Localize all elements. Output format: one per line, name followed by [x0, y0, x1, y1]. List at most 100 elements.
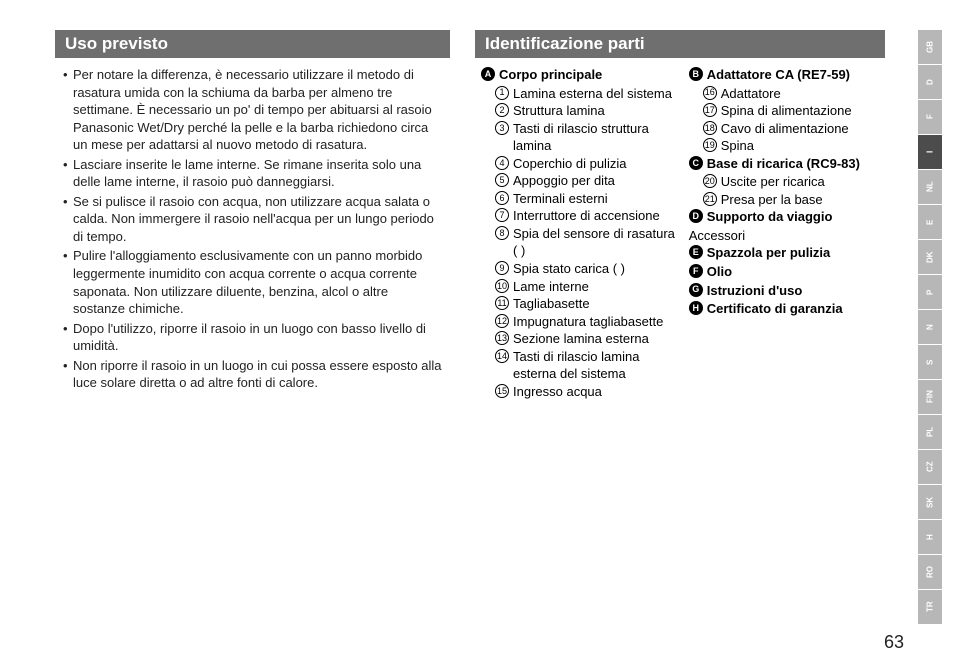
part-group: H Certificato di garanzia — [689, 300, 879, 318]
part-title: Supporto da viaggio — [707, 208, 833, 226]
part-item-text: Cavo di alimentazione — [721, 120, 879, 138]
part-group: CBase di ricarica (RC9-83) — [689, 155, 879, 173]
part-item: 17Spina di alimentazione — [689, 102, 879, 120]
letter-badge: H — [689, 301, 703, 315]
part-item-text: Adattatore — [721, 85, 879, 103]
part-item: 18Cavo di alimentazione — [689, 120, 879, 138]
bullet-item: •Dopo l'utilizzo, riporre il rasoio in u… — [63, 320, 442, 355]
num-badge: 7 — [495, 208, 509, 222]
lang-tab-ro[interactable]: RO — [918, 555, 942, 589]
bullet-item: •Lasciare inserite le lame interne. Se r… — [63, 156, 442, 191]
lang-tab-e[interactable]: E — [918, 205, 942, 239]
part-item: 11 Tagliabasette — [481, 295, 681, 313]
accessori-label: Accessori — [689, 227, 879, 245]
uso-previsto-header: Uso previsto — [55, 30, 450, 58]
lang-tab-f[interactable]: F — [918, 100, 942, 134]
lang-tab-d[interactable]: D — [918, 65, 942, 99]
part-title: Istruzioni d'uso — [707, 282, 803, 300]
part-title: Adattatore CA (RE7-59) — [707, 66, 850, 84]
num-badge: 3 — [495, 121, 509, 135]
lang-tab-h[interactable]: H — [918, 520, 942, 554]
part-item-text: Impugnatura tagliabasette — [513, 313, 681, 331]
num-badge: 14 — [495, 349, 509, 363]
part-item-text: Spina — [721, 137, 879, 155]
lang-tab-s[interactable]: S — [918, 345, 942, 379]
letter-badge: C — [689, 156, 703, 170]
part-item-text: Tagliabasette — [513, 295, 681, 313]
part-group: BAdattatore CA (RE7-59) — [689, 66, 879, 84]
parts-columns: ACorpo principale1Lamina esterna del sis… — [475, 66, 885, 400]
part-item-text: Terminali esterni — [513, 190, 681, 208]
part-item-text: Sezione lamina esterna — [513, 330, 681, 348]
letter-badge: F — [689, 264, 703, 278]
letter-badge: G — [689, 283, 703, 297]
bullet-text: Pulire l'alloggiamento esclusivamente co… — [73, 247, 442, 317]
lang-tab-fin[interactable]: FIN — [918, 380, 942, 414]
part-title: Olio — [707, 263, 732, 281]
identificazione-header: Identificazione parti — [475, 30, 885, 58]
part-item: 19Spina — [689, 137, 879, 155]
part-item: 21Presa per la base — [689, 191, 879, 209]
bullet-dot: • — [63, 357, 73, 392]
bullet-list: •Per notare la differenza, è necessario … — [55, 66, 450, 392]
part-item-text: Lame interne — [513, 278, 681, 296]
part-item-text: Spia del sensore di rasatura ( ) — [513, 225, 681, 260]
part-item: 7 Interruttore di accensione — [481, 207, 681, 225]
num-badge: 16 — [703, 86, 717, 100]
part-item: 13 Sezione lamina esterna — [481, 330, 681, 348]
part-item: 12Impugnatura tagliabasette — [481, 313, 681, 331]
lang-tab-gb[interactable]: GB — [918, 30, 942, 64]
num-badge: 8 — [495, 226, 509, 240]
lang-tab-sk[interactable]: SK — [918, 485, 942, 519]
num-badge: 13 — [495, 331, 509, 345]
bullet-item: •Pulire l'alloggiamento esclusivamente c… — [63, 247, 442, 317]
part-item-text: Coperchio di pulizia — [513, 155, 681, 173]
part-item: 15Ingresso acqua — [481, 383, 681, 401]
part-item: 5Appoggio per dita — [481, 172, 681, 190]
part-group: G Istruzioni d'uso — [689, 282, 879, 300]
part-item-text: Tasti di rilascio struttura lamina — [513, 120, 681, 155]
num-badge: 10 — [495, 279, 509, 293]
num-badge: 15 — [495, 384, 509, 398]
part-item-text: Presa per la base — [721, 191, 879, 209]
bullet-text: Lasciare inserite le lame interne. Se ri… — [73, 156, 442, 191]
num-badge: 6 — [495, 191, 509, 205]
bullet-item: •Se si pulisce il rasoio con acqua, non … — [63, 193, 442, 246]
language-tabs: GBDFINLEDKPNSFINPLCZSKHROTR — [918, 30, 942, 625]
part-item: 2Struttura lamina — [481, 102, 681, 120]
lang-tab-n[interactable]: N — [918, 310, 942, 344]
part-group: D Supporto da viaggio — [689, 208, 879, 226]
bullet-dot: • — [63, 320, 73, 355]
lang-tab-cz[interactable]: CZ — [918, 450, 942, 484]
letter-badge: D — [689, 209, 703, 223]
lang-tab-pl[interactable]: PL — [918, 415, 942, 449]
bullet-dot: • — [63, 247, 73, 317]
num-badge: 17 — [703, 103, 717, 117]
lang-tab-tr[interactable]: TR — [918, 590, 942, 624]
part-item: 1Lamina esterna del sistema — [481, 85, 681, 103]
part-item: 20Uscite per ricarica — [689, 173, 879, 191]
bullet-item: •Per notare la differenza, è necessario … — [63, 66, 442, 154]
left-column: Uso previsto •Per notare la differenza, … — [55, 30, 465, 659]
part-title: Certificato di garanzia — [707, 300, 843, 318]
part-item: 6 Terminali esterni — [481, 190, 681, 208]
bullet-dot: • — [63, 156, 73, 191]
bullet-text: Dopo l'utilizzo, riporre il rasoio in un… — [73, 320, 442, 355]
part-item: 16 Adattatore — [689, 85, 879, 103]
parts-col-1: ACorpo principale1Lamina esterna del sis… — [481, 66, 681, 400]
num-badge: 11 — [495, 296, 509, 310]
right-column: Identificazione parti ACorpo principale1… — [465, 30, 885, 659]
part-group: F Olio — [689, 263, 879, 281]
bullet-text: Non riporre il rasoio in un luogo in cui… — [73, 357, 442, 392]
num-badge: 2 — [495, 103, 509, 117]
letter-badge: A — [481, 67, 495, 81]
parts-col-2: BAdattatore CA (RE7-59)16Adattatore17Spi… — [689, 66, 879, 400]
num-badge: 5 — [495, 173, 509, 187]
part-item-text: Interruttore di accensione — [513, 207, 681, 225]
lang-tab-dk[interactable]: DK — [918, 240, 942, 274]
part-item: 14Tasti di rilascio lamina esterna del s… — [481, 348, 681, 383]
lang-tab-i[interactable]: I — [918, 135, 942, 169]
lang-tab-nl[interactable]: NL — [918, 170, 942, 204]
lang-tab-p[interactable]: P — [918, 275, 942, 309]
num-badge: 1 — [495, 86, 509, 100]
